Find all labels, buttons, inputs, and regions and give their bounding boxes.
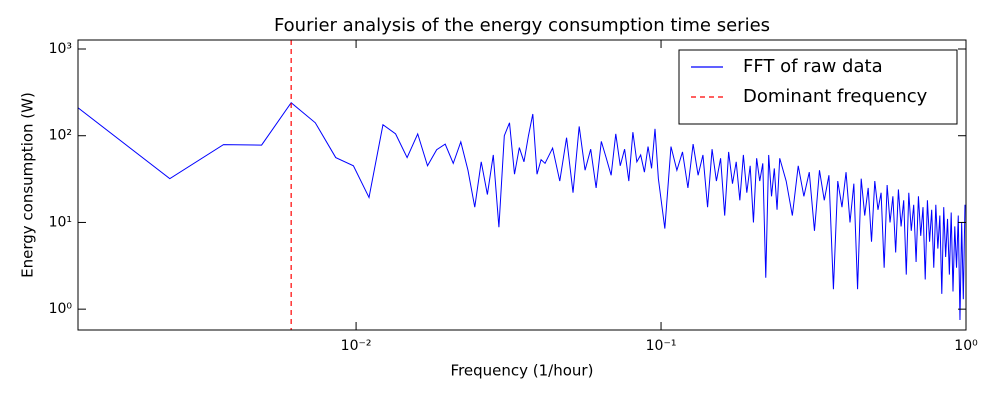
legend-label: Dominant frequency — [743, 86, 928, 107]
y-tick-label: 10¹ — [49, 214, 72, 230]
legend-label: FFT of raw data — [743, 56, 883, 77]
x-tick-label: 10⁻¹ — [646, 338, 677, 354]
plot-frame — [77, 39, 967, 331]
y-tick-label: 10⁰ — [49, 301, 73, 317]
chart-title: Fourier analysis of the energy consumpti… — [274, 15, 770, 36]
y-axis-label: Energy consumption (W) — [19, 92, 37, 278]
y-tick-label: 10² — [49, 128, 72, 144]
data-line — [78, 102, 966, 320]
x-tick-label: 10⁻² — [341, 338, 372, 354]
x-tick-label: 10⁰ — [954, 338, 978, 354]
y-tick-label: 10³ — [49, 41, 72, 57]
legend-box — [678, 49, 958, 125]
x-axis-label: Frequency (1/hour) — [451, 362, 594, 380]
